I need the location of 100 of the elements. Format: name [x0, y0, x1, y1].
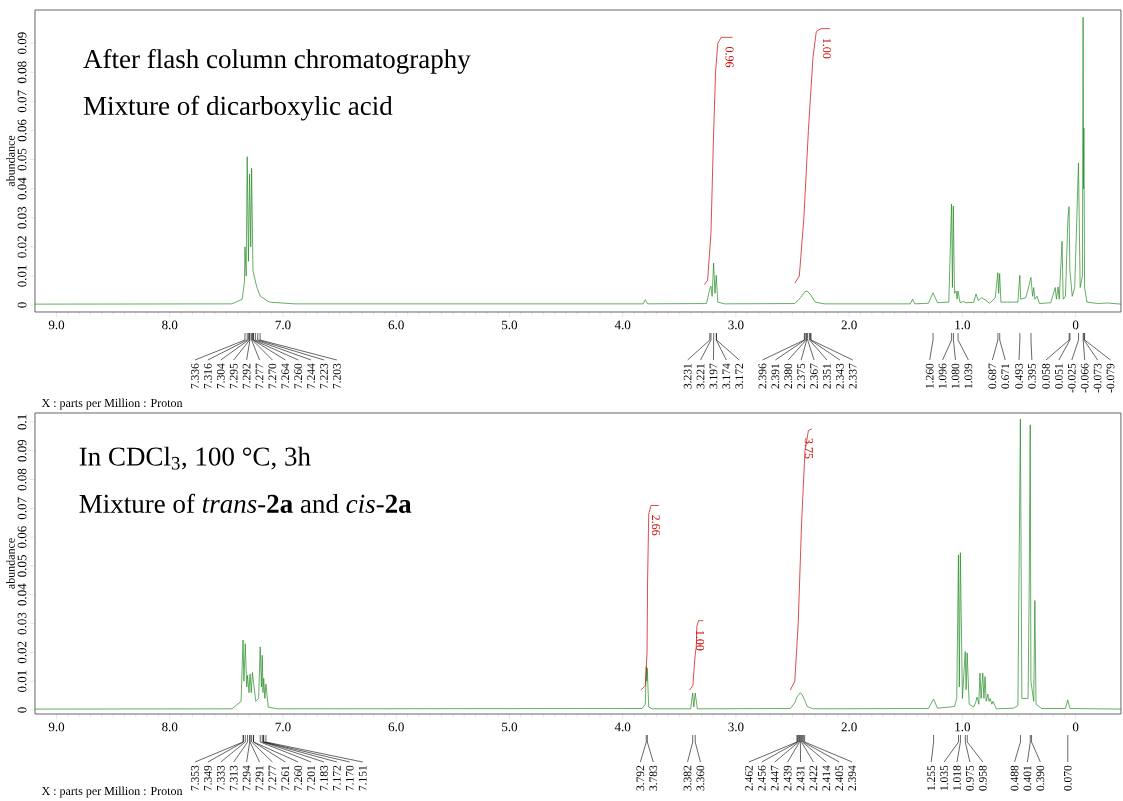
annotation: 7.264 [281, 363, 290, 389]
y-tick-label: 0 [17, 302, 27, 308]
y-tick-label: 0.07 [17, 90, 27, 113]
y-tick-label: 0.03 [17, 206, 27, 229]
annotation: 1.039 [964, 363, 973, 389]
annotation: 2.66 [651, 515, 660, 536]
annotation: -0.066 [1080, 363, 1089, 393]
y-tick-label: 0.08 [17, 61, 27, 84]
text: Mixture of dicarboxylic acid [83, 95, 393, 121]
annotation: 1.255 [927, 765, 936, 791]
x-axis-title: X : parts per Million : Proton [41, 398, 183, 410]
y-tick-label: 0.06 [17, 119, 27, 142]
annotation: 3.360 [696, 765, 705, 791]
annotation: 7.353 [191, 765, 199, 791]
annotation: 7.244 [307, 363, 315, 389]
x-tick-label: 4.0 [614, 320, 631, 330]
annotation: 2.380 [784, 363, 793, 389]
annotation: 1.00 [696, 630, 705, 651]
x-tick-label: 7.0 [275, 320, 291, 330]
annotation: 7.295 [229, 363, 238, 389]
x-tick-label: 1.0 [955, 722, 971, 732]
x-tick-label: 7.0 [275, 722, 291, 732]
annotation: 0.401 [1023, 765, 1032, 791]
x-tick-label: 6.0 [388, 320, 404, 330]
annotation: 3.172 [735, 363, 744, 389]
annotation: 3.783 [649, 765, 658, 791]
annotation: 7.260 [294, 363, 303, 389]
text: In CDCl$_{3}$, 100 °C, 3h [79, 446, 311, 470]
y-tick-label: 0.05 [17, 148, 27, 171]
line-series [794, 28, 831, 284]
line-series [789, 428, 813, 691]
x-tick-label: 5.0 [502, 722, 518, 732]
annotation: 7.203 [333, 363, 341, 389]
y-axis-title: abundance [6, 135, 15, 187]
annotation: 3.174 [722, 363, 731, 389]
y-tick-label: 0.05 [17, 555, 27, 577]
annotation: 0.493 [1015, 363, 1023, 389]
y-tick-label: 0.06 [17, 526, 27, 549]
annotation: 7.223 [320, 363, 328, 389]
annotation: 7.277 [255, 363, 264, 389]
annotation: 2.375 [797, 363, 806, 389]
x-tick-label: 9.0 [48, 722, 65, 732]
annotation: 7.201 [307, 765, 316, 791]
annotation: 3.221 [696, 363, 705, 389]
annotation: 2.396 [758, 363, 767, 389]
x-tick-label: 2.0 [841, 320, 857, 330]
annotation: 2.447 [770, 765, 779, 791]
annotation: 3.197 [709, 363, 718, 389]
annotation: 2.343 [835, 363, 844, 389]
annotation: 3.75 [804, 438, 813, 459]
line-series [34, 418, 1122, 710]
annotation: 2.414 [822, 765, 831, 791]
annotation: 7.260 [294, 765, 303, 791]
annotation: 3.382 [683, 765, 692, 791]
line-series [703, 36, 733, 285]
y-tick-label: 0.09 [17, 439, 27, 462]
y-tick-label: 0.04 [17, 177, 27, 200]
annotation: 0.058 [1042, 363, 1050, 389]
annotation: 2.391 [771, 363, 780, 389]
annotation: -0.025 [1067, 363, 1076, 393]
annotation: 7.292 [242, 363, 251, 389]
text: After flash column chromatography [83, 48, 471, 74]
y-tick-label: 0.01 [17, 670, 27, 693]
x-tick-label: 4.0 [614, 722, 631, 732]
annotation: 7.291 [255, 765, 264, 791]
x-axis-title: X : parts per Million : Proton [41, 786, 183, 798]
annotation: 1.260 [925, 363, 934, 389]
annotation: 1.00 [822, 38, 831, 59]
x-tick-label: 8.0 [162, 722, 178, 732]
annotation: 2.439 [783, 765, 792, 791]
annotation: 2.405 [835, 765, 844, 791]
annotation: 7.172 [333, 765, 341, 791]
annotation: 7.304 [216, 363, 225, 389]
x-tick-label: 0 [1072, 320, 1079, 330]
annotation: 3.231 [683, 363, 692, 389]
x-tick-label: 6.0 [388, 722, 404, 732]
text: Mixture of trans-2a and cis-2a [79, 493, 412, 513]
annotation: 7.170 [345, 765, 354, 791]
x-tick-label: 1.0 [955, 320, 971, 330]
y-tick-label: 0.1 [17, 414, 27, 430]
annotation: 2.422 [809, 765, 818, 791]
annotation: 7.336 [191, 363, 199, 389]
x-tick-label: 0 [1072, 722, 1079, 732]
annotation: 7.316 [204, 363, 212, 389]
annotation: 2.456 [757, 765, 766, 791]
x-tick-label: 2.0 [841, 722, 857, 732]
x-tick-label: 5.0 [502, 320, 518, 330]
annotation: 1.080 [951, 363, 960, 389]
annotation: 7.333 [216, 765, 225, 791]
x-tick-label: 9.0 [48, 320, 65, 330]
y-tick-label: 0 [17, 707, 27, 713]
annotation: 2.462 [745, 765, 753, 791]
annotation: 7.313 [229, 765, 238, 791]
annotation: 0.051 [1055, 363, 1063, 389]
annotation: 1.018 [953, 765, 961, 791]
x-tick-label: 3.0 [728, 722, 744, 732]
annotation: -0.079 [1106, 363, 1115, 393]
y-tick-label: 0.02 [17, 236, 27, 258]
annotation: 0.958 [978, 765, 987, 791]
annotation: 3.792 [636, 765, 645, 791]
